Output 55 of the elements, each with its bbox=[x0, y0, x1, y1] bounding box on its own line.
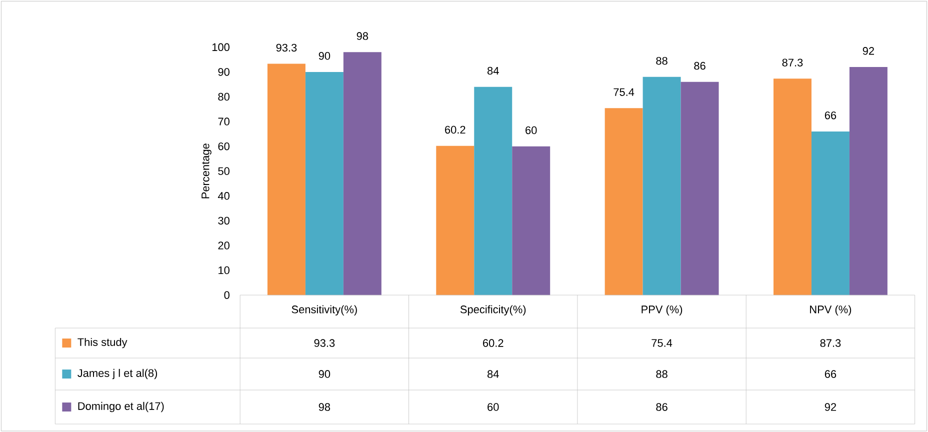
text: 84 bbox=[487, 66, 499, 75]
x-tick-label: PPV (%) bbox=[642, 305, 682, 316]
y-tick-label: 0 bbox=[224, 291, 230, 299]
bar bbox=[604, 108, 643, 295]
x-tick-label: Sensitivity(%) bbox=[292, 305, 357, 316]
y-tick-label: 10 bbox=[218, 266, 230, 274]
bar bbox=[680, 82, 719, 295]
y-tick-label: 70 bbox=[218, 118, 230, 126]
y-tick-label: 90 bbox=[218, 68, 230, 76]
data-label: 92 bbox=[824, 403, 836, 411]
x-tick-label: NPV (%) bbox=[810, 305, 852, 316]
y-tick-label: 20 bbox=[218, 242, 230, 250]
bar bbox=[849, 66, 888, 295]
bar bbox=[305, 72, 344, 295]
text: 90 bbox=[318, 52, 330, 60]
y-tick-label: 100 bbox=[212, 43, 230, 51]
data-label: 88 bbox=[656, 370, 668, 378]
bar bbox=[267, 64, 306, 295]
legend-label: James j l et al(8) bbox=[78, 368, 158, 380]
text: 98 bbox=[356, 32, 368, 40]
y-tick-label: 80 bbox=[218, 92, 230, 101]
data-label: 98 bbox=[318, 403, 330, 411]
legend-label: Domingo et al(17) bbox=[78, 402, 164, 412]
bar bbox=[474, 86, 512, 295]
text: 60.2 bbox=[445, 126, 466, 134]
text: 86 bbox=[694, 62, 706, 70]
data-label: 87.3 bbox=[820, 339, 841, 347]
text: 88 bbox=[656, 56, 668, 65]
data-label: 66 bbox=[824, 370, 836, 378]
text: 75.4 bbox=[614, 88, 634, 96]
text: 66 bbox=[824, 111, 836, 120]
data-label: 75.4 bbox=[652, 339, 672, 347]
bar bbox=[774, 78, 812, 295]
data-label: 86 bbox=[656, 403, 668, 411]
bar bbox=[436, 146, 474, 295]
y-tick-label: 60 bbox=[218, 142, 230, 150]
data-label: 84 bbox=[487, 370, 499, 378]
text: 92 bbox=[862, 46, 874, 55]
bar bbox=[343, 52, 382, 295]
y-tick-label: 30 bbox=[218, 216, 230, 224]
data-label: 93.3 bbox=[314, 339, 335, 347]
text: 60 bbox=[526, 126, 537, 134]
bar bbox=[512, 146, 550, 295]
y-axis-title: Percentage bbox=[202, 144, 212, 198]
text: 93.3 bbox=[276, 44, 297, 52]
text: 87.3 bbox=[782, 58, 803, 66]
data-label: 60 bbox=[488, 403, 499, 411]
data-label: 60.2 bbox=[483, 339, 504, 347]
x-tick-label: Specificity(%) bbox=[460, 305, 526, 316]
bar bbox=[642, 76, 681, 295]
y-tick-label: 40 bbox=[218, 192, 230, 200]
data-label: 90 bbox=[318, 370, 330, 378]
bar bbox=[811, 131, 850, 295]
y-tick-label: 50 bbox=[218, 167, 230, 175]
legend-label: This study bbox=[78, 338, 128, 348]
